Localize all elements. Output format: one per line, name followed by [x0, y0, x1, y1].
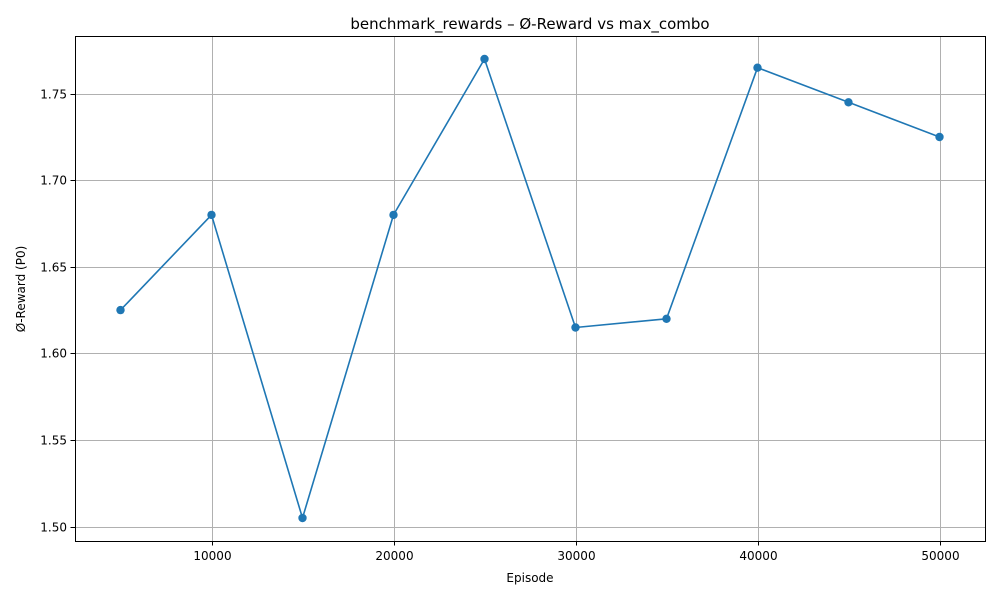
- data-point: [935, 132, 944, 142]
- y-tick-label: 1.55: [40, 434, 67, 448]
- data-point: [389, 210, 398, 220]
- x-tick-label: 50000: [921, 549, 959, 563]
- series-line: [119, 58, 940, 519]
- y-axis-label: Ø-Reward (P0): [14, 246, 28, 333]
- x-tick-label: 40000: [739, 549, 777, 563]
- series-layer: [116, 54, 944, 523]
- x-tick-label: 30000: [557, 549, 595, 563]
- grid-lines: [75, 36, 985, 541]
- y-tick-label: 1.70: [40, 174, 67, 188]
- data-point: [116, 305, 125, 315]
- data-point: [753, 63, 762, 72]
- x-tick-label: 10000: [193, 549, 231, 563]
- y-tick-label: 1.60: [40, 347, 67, 361]
- data-point: [844, 98, 853, 107]
- x-tick-label: 20000: [375, 549, 413, 563]
- data-point: [571, 323, 580, 332]
- data-point: [662, 314, 671, 323]
- y-tick-label: 1.65: [40, 261, 67, 275]
- data-point: [207, 210, 216, 220]
- data-point: [298, 513, 307, 523]
- data-point: [480, 54, 489, 64]
- y-tick-label: 1.75: [40, 88, 67, 102]
- plot-frame: [75, 36, 986, 542]
- chart-title: benchmark_rewards – Ø-Reward vs max_comb…: [350, 15, 709, 34]
- x-axis: 10000 20000 30000 40000 50000: [193, 541, 960, 563]
- x-axis-label: Episode: [506, 571, 553, 585]
- y-tick-label: 1.50: [40, 521, 67, 535]
- y-axis: 1.50 1.55 1.60 1.65 1.70 1.75: [40, 88, 76, 535]
